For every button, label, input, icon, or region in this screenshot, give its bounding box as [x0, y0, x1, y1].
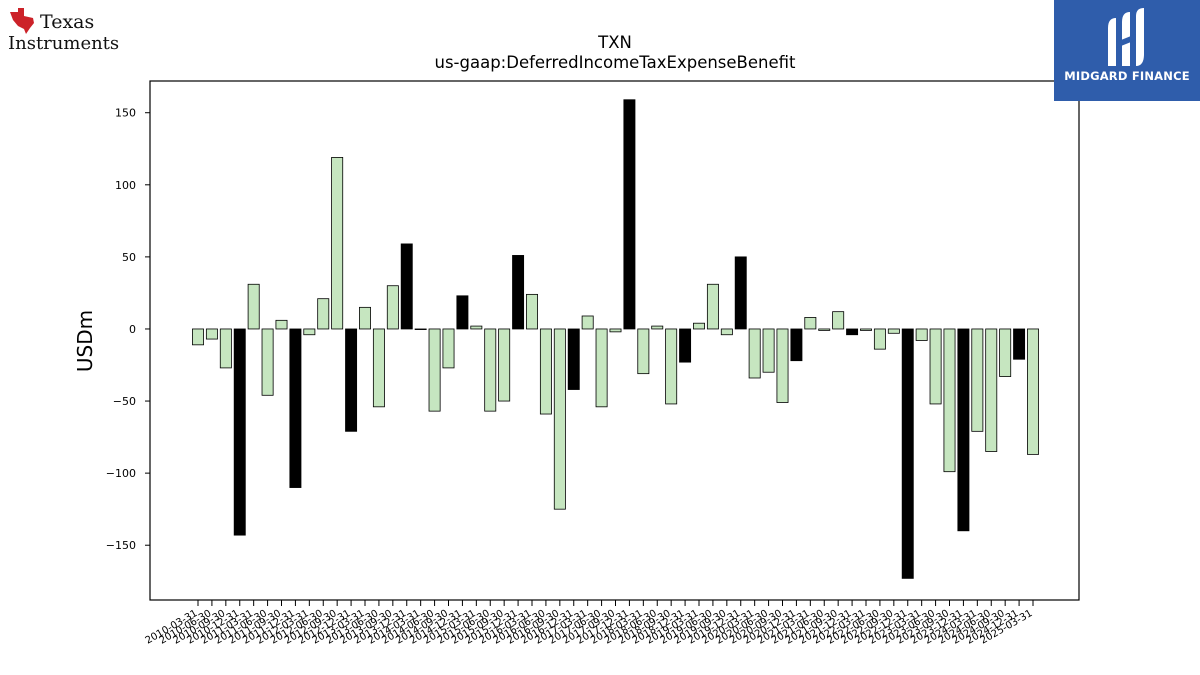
bar-2012-06-30 — [317, 298, 330, 330]
bar-2013-06-30 — [372, 328, 385, 408]
ti-logo-line1: Texas — [40, 11, 94, 33]
bar-2018-09-30 — [665, 328, 678, 405]
chart-subtitle: us-gaap:DeferredIncomeTaxExpenseBenefit — [435, 53, 797, 72]
bar-2021-12-31 — [846, 328, 859, 336]
bar-2010-09-30 — [219, 328, 232, 369]
y-tick-label: 0 — [129, 323, 136, 336]
bar-2021-03-31 — [804, 317, 817, 330]
bar-2011-12-31 — [289, 328, 302, 488]
y-tick-label: 50 — [122, 251, 136, 264]
bar-2014-03-31 — [414, 328, 427, 330]
bar-2011-03-31 — [247, 283, 260, 330]
bar-2014-06-30 — [428, 328, 441, 412]
bar-2019-06-30 — [706, 283, 719, 330]
y-tick-label: 150 — [115, 107, 136, 120]
bar-2020-03-31 — [748, 328, 761, 379]
bar-2015-12-31 — [512, 255, 525, 330]
bar-2023-12-31 — [957, 328, 970, 532]
bar-2019-03-31 — [693, 322, 705, 330]
watermark-name: MIDGARD FINANCE — [1064, 69, 1190, 83]
bar-2021-09-30 — [832, 311, 845, 330]
bar-2015-03-31 — [470, 325, 483, 330]
bar-2011-09-30 — [275, 319, 288, 330]
ti-logo-line2: Instruments — [8, 33, 119, 54]
bar-2016-09-30 — [553, 328, 566, 510]
bar-2025-03-31 — [1027, 328, 1039, 455]
bar-2017-09-30 — [609, 328, 622, 333]
bar-2024-09-30 — [999, 328, 1012, 377]
bar-2012-03-31 — [303, 328, 316, 336]
bar-2020-09-30 — [776, 328, 789, 403]
bar-2024-06-30 — [985, 328, 998, 452]
y-tick-label: −100 — [106, 467, 136, 480]
bar-2012-12-31 — [345, 328, 358, 432]
bar-2010-12-31 — [233, 328, 246, 536]
bar-2023-09-30 — [943, 328, 956, 473]
bar-2023-03-31 — [915, 328, 928, 341]
y-axis-ticks: −150 −100 −50 0 50 100 150 — [106, 107, 150, 552]
bar-2024-03-31 — [971, 328, 984, 432]
bar-2022-06-30 — [873, 328, 886, 350]
texas-state-icon — [10, 8, 34, 34]
y-axis-label: USDm — [73, 310, 97, 372]
midgard-finance-watermark: MIDGARD FINANCE — [1054, 0, 1200, 101]
bars-group — [192, 99, 1039, 579]
bar-2012-09-30 — [331, 157, 344, 330]
bar-2013-03-31 — [359, 306, 371, 330]
bar-2022-12-31 — [901, 328, 914, 579]
bar-2022-03-31 — [860, 328, 872, 331]
x-axis-ticks: 2010-03-312010-06-302010-09-302010-12-31… — [144, 600, 1035, 647]
texas-instruments-logo: Texas Instruments — [8, 8, 119, 54]
bar-2015-09-30 — [498, 328, 511, 402]
bar-2010-03-31 — [192, 328, 204, 346]
bar-2023-06-30 — [929, 328, 942, 405]
bar-2014-12-31 — [456, 295, 469, 330]
midgard-logo-icon — [1108, 8, 1144, 66]
y-tick-label: −150 — [106, 539, 136, 552]
y-tick-label: 100 — [115, 179, 136, 192]
bar-2024-12-31 — [1013, 328, 1026, 360]
bar-2016-03-31 — [526, 293, 538, 330]
bar-2016-12-31 — [567, 328, 580, 390]
y-tick-label: −50 — [113, 395, 136, 408]
bar-2021-06-30 — [818, 328, 831, 331]
bar-2010-06-30 — [205, 328, 218, 340]
bar-2018-12-31 — [679, 328, 692, 363]
bar-2018-06-30 — [651, 325, 664, 330]
bar-2011-06-30 — [261, 328, 274, 396]
bar-2014-09-30 — [442, 328, 455, 369]
bar-2017-03-31 — [581, 315, 594, 330]
bar-2018-03-31 — [637, 328, 650, 375]
bar-2017-12-31 — [623, 99, 636, 330]
bar-2019-09-30 — [720, 328, 733, 336]
bar-2020-12-31 — [790, 328, 803, 362]
plot-frame — [149, 80, 1080, 601]
chart-title: TXN — [597, 33, 632, 52]
bar-2019-12-31 — [734, 256, 747, 330]
bar-2020-06-30 — [762, 328, 775, 373]
bar-2013-12-31 — [400, 243, 413, 330]
bar-2013-09-30 — [386, 285, 399, 330]
bar-2017-06-30 — [595, 328, 608, 408]
bar-2016-06-30 — [539, 328, 552, 415]
bar-2022-09-30 — [887, 328, 900, 334]
bar-2015-06-30 — [484, 328, 497, 412]
